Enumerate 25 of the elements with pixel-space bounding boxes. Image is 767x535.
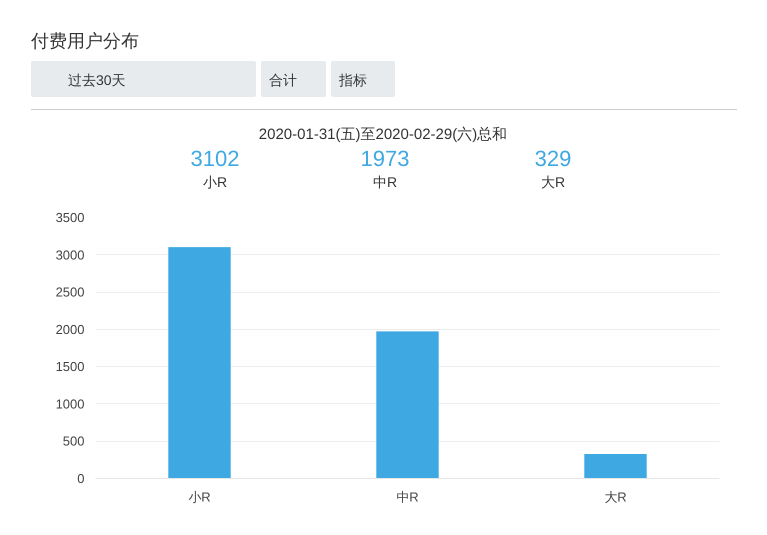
text: 3102 bbox=[190, 145, 240, 173]
chart-subtitle: 2020-01-31(五)至2020-02-29(六)总和 bbox=[258, 125, 508, 145]
x-tick-label: 大R bbox=[604, 490, 627, 504]
y-tick-label: 500 bbox=[62, 434, 85, 449]
text: 小R bbox=[202, 173, 228, 192]
text: 合计 bbox=[269, 71, 297, 90]
bar bbox=[584, 454, 647, 478]
y-tick-label: 0 bbox=[77, 471, 85, 486]
y-tick-label: 2000 bbox=[56, 322, 84, 337]
text: 大R bbox=[540, 173, 566, 192]
x-tick-label: 中R bbox=[396, 490, 419, 504]
y-tick-label: 2500 bbox=[56, 284, 84, 300]
y-tick-label: 3500 bbox=[56, 210, 84, 225]
chart-title: 付费用户分布 bbox=[31, 30, 139, 53]
x-tick-label: 小R bbox=[188, 490, 211, 504]
y-tick-label: 1000 bbox=[56, 396, 84, 412]
bar bbox=[168, 247, 231, 478]
y-tick-label: 3000 bbox=[56, 247, 84, 262]
bar bbox=[376, 331, 439, 478]
y-tick-label: 1500 bbox=[56, 359, 84, 374]
text: 指标 bbox=[339, 71, 367, 90]
text: 329 bbox=[534, 145, 572, 173]
text: 1973 bbox=[360, 145, 410, 173]
text: 过去30天 bbox=[68, 71, 126, 90]
text: 中R bbox=[372, 173, 398, 192]
